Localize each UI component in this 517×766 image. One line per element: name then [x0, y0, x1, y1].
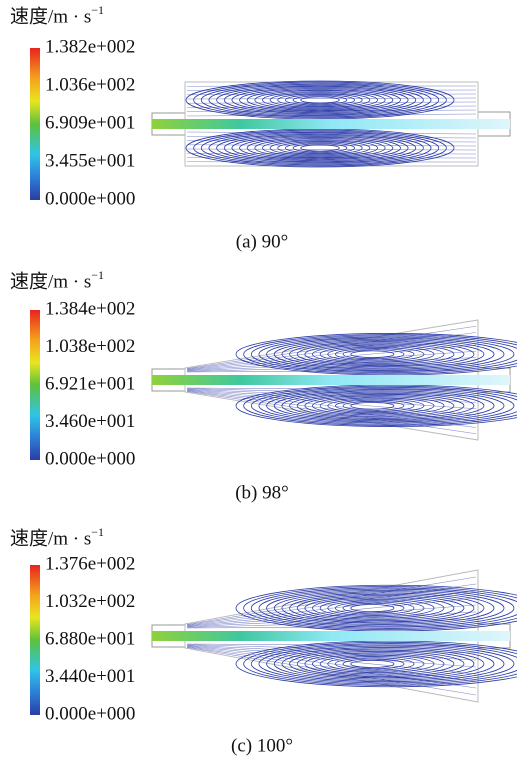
colorbar-label: 1.384e+002 [45, 298, 135, 319]
colorbar [30, 565, 40, 715]
colorbar-label: 3.440e+001 [45, 666, 135, 687]
streamline [187, 149, 476, 150]
streamline [187, 598, 476, 626]
panel: 速度/m · s−1 1.376e+002 1.032e+002 6.880e+001… [10, 525, 517, 757]
vortex-line [186, 129, 454, 167]
colorbar-label: 3.460e+001 [45, 411, 135, 432]
panel: 速度/m · s−1 1.384e+002 1.038e+002 6.921e+001… [10, 268, 517, 504]
colorbar-label: 6.909e+001 [45, 112, 135, 133]
legend-exponent: −1 [91, 3, 104, 17]
legend-title: 速度/m · s−1 [10, 525, 104, 550]
panel: 速度/m · s−1 1.382e+002 1.036e+002 6.909e+001… [10, 3, 510, 253]
caption: (a) 90° [236, 231, 288, 252]
colorbar-label: 0.000e+000 [45, 188, 135, 209]
streamlines [152, 320, 517, 440]
streamline [187, 647, 476, 688]
caption: (b) 98° [235, 482, 289, 503]
colorbar-label: 1.376e+002 [45, 553, 135, 574]
jet [152, 631, 510, 641]
colorbar [30, 48, 40, 200]
legend-exponent: −1 [91, 268, 104, 282]
legend-title: 速度/m · s−1 [10, 268, 104, 293]
panels: 速度/m · s−1 1.382e+002 1.036e+002 6.909e+001… [10, 3, 517, 757]
vortex-line [186, 81, 454, 119]
colorbar-label: 0.000e+000 [45, 448, 135, 469]
vortex-line [285, 95, 354, 105]
vortex-line [285, 143, 354, 153]
vortex-line [301, 145, 340, 151]
colorbar-label: 3.455e+001 [45, 150, 135, 171]
colorbar-label: 0.000e+000 [45, 703, 135, 724]
streamline [187, 648, 476, 696]
streamline [187, 577, 476, 625]
jet [152, 375, 510, 385]
colorbar-label: 1.036e+002 [45, 74, 135, 95]
vortex-line [232, 135, 408, 160]
colorbar [30, 310, 40, 460]
figure: 速度/m · s−1 1.382e+002 1.036e+002 6.909e+001… [0, 0, 517, 761]
streamline [187, 98, 476, 99]
streamline [187, 584, 476, 625]
vortex-line [301, 97, 340, 103]
streamlines [152, 81, 510, 167]
streamline [187, 646, 476, 674]
legend-exponent: −1 [91, 525, 104, 539]
streamline [187, 90, 476, 91]
legend-title: 速度/m · s−1 [10, 3, 104, 28]
streamlines [152, 570, 517, 702]
colorbar-label: 6.921e+001 [45, 373, 135, 394]
colorbar-label: 6.880e+001 [45, 628, 135, 649]
streamline [187, 158, 476, 159]
jet [152, 119, 510, 129]
colorbar-label: 1.382e+002 [45, 36, 135, 57]
colorbar-label: 1.032e+002 [45, 591, 135, 612]
vortex-line [232, 87, 408, 112]
colorbar-label: 1.038e+002 [45, 336, 135, 357]
caption: (c) 100° [231, 735, 293, 756]
